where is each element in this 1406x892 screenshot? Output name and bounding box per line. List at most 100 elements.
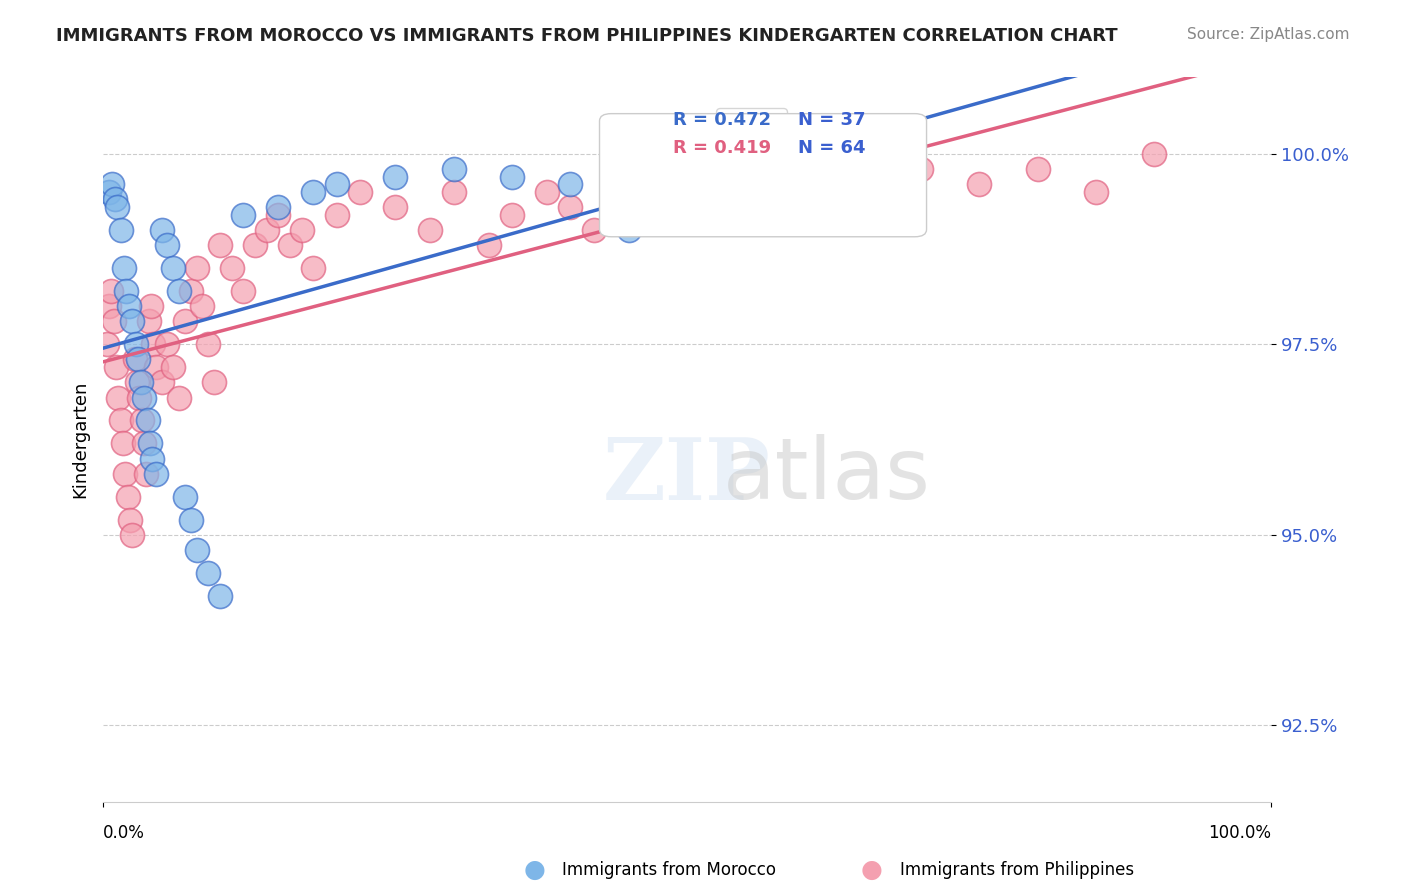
Text: 100.0%: 100.0% xyxy=(1208,824,1271,843)
Point xyxy=(132,391,155,405)
Point xyxy=(617,185,640,199)
Text: Immigrants from Philippines: Immigrants from Philippines xyxy=(900,861,1135,879)
Text: Immigrants from Morocco: Immigrants from Morocco xyxy=(562,861,776,879)
Point xyxy=(125,376,148,390)
Point xyxy=(180,512,202,526)
Point xyxy=(142,337,165,351)
Point xyxy=(117,490,139,504)
Point xyxy=(156,238,179,252)
Point xyxy=(100,284,122,298)
Point xyxy=(139,436,162,450)
Point xyxy=(141,451,163,466)
Point xyxy=(104,360,127,375)
Point xyxy=(145,467,167,481)
Text: N = 37: N = 37 xyxy=(799,111,866,128)
Point xyxy=(162,260,184,275)
Point xyxy=(910,161,932,176)
Point xyxy=(104,193,127,207)
Point xyxy=(167,284,190,298)
Point xyxy=(652,169,675,184)
Point xyxy=(121,528,143,542)
Text: IMMIGRANTS FROM MOROCCO VS IMMIGRANTS FROM PHILIPPINES KINDERGARTEN CORRELATION : IMMIGRANTS FROM MOROCCO VS IMMIGRANTS FR… xyxy=(56,27,1118,45)
Point xyxy=(851,185,873,199)
Point xyxy=(793,169,815,184)
FancyBboxPatch shape xyxy=(599,113,927,236)
Point xyxy=(128,391,150,405)
Point xyxy=(114,467,136,481)
Point xyxy=(103,314,125,328)
Point xyxy=(118,512,141,526)
Point xyxy=(138,314,160,328)
Point xyxy=(243,238,266,252)
Point xyxy=(131,413,153,427)
Point xyxy=(582,223,605,237)
Point xyxy=(617,223,640,237)
Text: atlas: atlas xyxy=(723,434,931,517)
Point xyxy=(699,200,721,214)
Point xyxy=(477,238,499,252)
Point xyxy=(98,299,121,313)
Point xyxy=(115,284,138,298)
Point xyxy=(173,314,195,328)
Text: ZIP: ZIP xyxy=(603,434,770,517)
Point xyxy=(501,169,523,184)
Point xyxy=(676,185,699,199)
Point xyxy=(560,200,582,214)
Point xyxy=(676,208,699,222)
Point xyxy=(384,200,406,214)
Text: R = 0.419: R = 0.419 xyxy=(673,139,772,158)
Point xyxy=(302,260,325,275)
Point xyxy=(232,284,254,298)
Point xyxy=(105,200,128,214)
Point xyxy=(191,299,214,313)
Point xyxy=(186,543,208,558)
Point xyxy=(150,376,173,390)
Text: R = 0.472: R = 0.472 xyxy=(673,111,772,128)
Point xyxy=(162,360,184,375)
Text: ●: ● xyxy=(860,858,883,881)
Point xyxy=(145,360,167,375)
Point xyxy=(267,200,290,214)
Point xyxy=(384,169,406,184)
Point xyxy=(267,208,290,222)
Point xyxy=(501,208,523,222)
Point xyxy=(111,436,134,450)
Point xyxy=(186,260,208,275)
Point xyxy=(197,566,219,580)
Point xyxy=(1026,161,1049,176)
Point xyxy=(136,413,159,427)
Point xyxy=(349,185,371,199)
Point xyxy=(734,177,756,191)
Point xyxy=(1084,185,1107,199)
Point xyxy=(118,299,141,313)
Point xyxy=(167,391,190,405)
Point xyxy=(107,391,129,405)
Point xyxy=(232,208,254,222)
Point xyxy=(208,589,231,603)
Point xyxy=(96,337,118,351)
Point xyxy=(443,161,465,176)
Point xyxy=(291,223,314,237)
Point xyxy=(202,376,225,390)
Point xyxy=(121,314,143,328)
Point xyxy=(125,337,148,351)
Point xyxy=(967,177,990,191)
Point xyxy=(156,337,179,351)
Point xyxy=(129,376,152,390)
Point xyxy=(256,223,278,237)
Text: N = 64: N = 64 xyxy=(799,139,866,158)
Point xyxy=(124,352,146,367)
Point xyxy=(98,185,121,199)
Point xyxy=(101,177,124,191)
Point xyxy=(208,238,231,252)
Point xyxy=(302,185,325,199)
Point xyxy=(139,299,162,313)
Point xyxy=(180,284,202,298)
Text: ●: ● xyxy=(523,858,546,881)
Point xyxy=(278,238,301,252)
Point xyxy=(132,436,155,450)
Point xyxy=(734,200,756,214)
Point xyxy=(197,337,219,351)
Point xyxy=(127,352,149,367)
Point xyxy=(112,260,135,275)
